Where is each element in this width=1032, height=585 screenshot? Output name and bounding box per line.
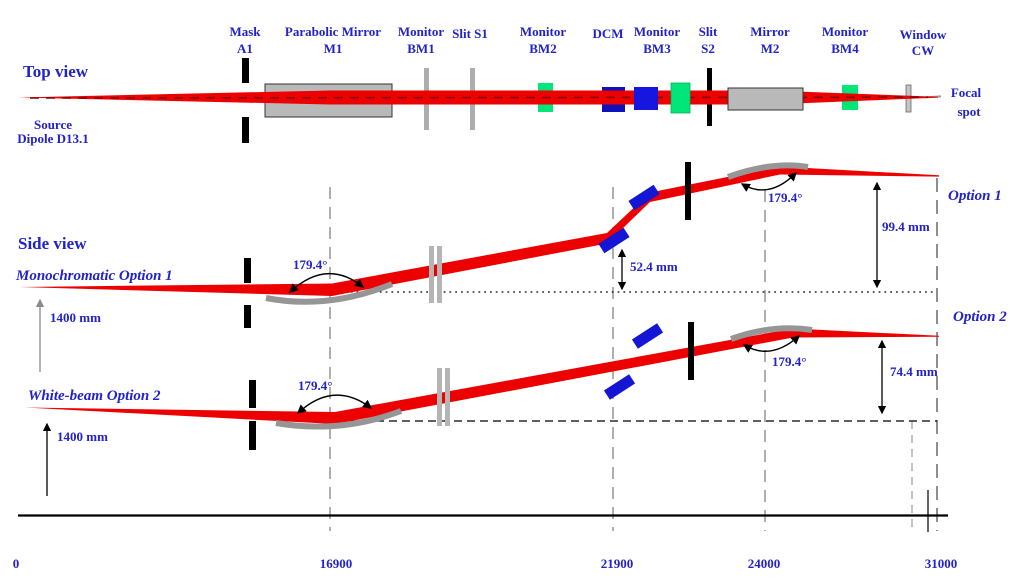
slit-s1-side2-b — [445, 368, 450, 426]
dcm-block2-top — [634, 87, 658, 110]
top-view: Top view Source Dipole D13.1 Focal spot … — [17, 24, 981, 146]
mirror-m2-side2 — [729, 325, 813, 342]
axis-label-0: 0 — [13, 556, 20, 571]
label-mask-a1: Mask — [229, 24, 261, 39]
slit-s1-side2-a — [437, 368, 442, 426]
label-monitor-bm4: Monitor — [822, 24, 868, 39]
dcm-crystal2-side1 — [628, 184, 660, 211]
distance-axis: 0 16900 21900 24000 31000 — [13, 490, 958, 571]
slit-s1-side1-b — [437, 246, 442, 303]
label-mirror-m2: Mirror — [750, 24, 790, 39]
label-monitor-bm4-2: BM4 — [831, 41, 859, 56]
label-monitor-bm3-2: BM3 — [643, 41, 671, 56]
mask-a1-side2-upper — [249, 380, 256, 408]
option1-m1-angle-label: 179.4° — [293, 257, 327, 272]
axis-label-24000: 24000 — [748, 556, 781, 571]
dcm-crystal2-side2 — [631, 323, 664, 349]
option2-mode-label: White-beam Option 2 — [28, 388, 161, 404]
option1-mode-label: Monochromatic Option 1 — [15, 268, 173, 284]
label-slit-s2-2: S2 — [701, 41, 715, 56]
slit-s2-side1 — [685, 162, 691, 220]
option1-exit-height-label: 99.4 mm — [882, 219, 930, 234]
label-slit-s2: Slit — [699, 24, 718, 39]
slit-s2-side2 — [688, 322, 694, 380]
mirror-m1-side1 — [265, 281, 394, 305]
slit-s1-side1-a — [429, 246, 434, 303]
label-dcm: DCM — [592, 26, 623, 41]
monitor-bm3-top — [670, 82, 691, 114]
option1-m1-angle-arc — [288, 273, 365, 293]
label-window-cw: Window — [900, 27, 947, 42]
option2-m2-angle-arc — [742, 335, 801, 353]
label-monitor-bm3: Monitor — [634, 24, 680, 39]
option1-dcm-offset-label: 52.4 mm — [630, 259, 678, 274]
mask-a1-side1-upper — [244, 258, 251, 283]
position-reference-lines — [329, 178, 938, 531]
label-window-cw-2: CW — [912, 43, 934, 58]
focal-spot-label-1: Focal — [951, 85, 982, 100]
mirror-m2-side1 — [726, 162, 809, 180]
label-monitor-bm1: Monitor — [398, 24, 444, 39]
option1-m2-angle-arc — [740, 172, 797, 192]
component-labels: Mask A1 Parabolic Mirror M1 Monitor BM1 … — [229, 24, 947, 58]
mirror-m2-top — [727, 87, 804, 111]
label-monitor-bm2-2: BM2 — [529, 41, 556, 56]
label-mask-a1-2: A1 — [237, 41, 253, 56]
option1-end-label: Option 1 — [948, 188, 1002, 204]
axis-label-16900: 16900 — [320, 556, 353, 571]
label-mirror-m2-2: M2 — [761, 41, 780, 56]
dcm-crystal1-side2 — [603, 374, 636, 400]
mask-a1-top-upper — [242, 58, 249, 83]
label-mirror-m1-2: M1 — [324, 41, 343, 56]
mirror-m1-side2 — [275, 408, 403, 430]
option2-beam — [25, 328, 939, 424]
label-mirror-m1: Parabolic Mirror — [285, 24, 381, 39]
mask-a1-side2-lower — [249, 421, 256, 450]
focal-spot-label-2: spot — [957, 104, 981, 119]
option1-m2-angle-label: 179.4° — [768, 190, 802, 205]
dcm-crystal1-side1 — [598, 227, 630, 254]
side-view-option1: Side view Monochromatic Option 1 179.4° … — [15, 162, 1002, 372]
side-view-option2: White-beam Option 2 179.4° 179.4° 74.4 m… — [25, 309, 1007, 496]
option2-m1-angle-label: 179.4° — [298, 378, 332, 393]
option2-m2-angle-label: 179.4° — [772, 354, 806, 369]
option1-source-height-label: 1400 mm — [50, 310, 101, 325]
axis-label-21900: 21900 — [601, 556, 634, 571]
option2-exit-height-label: 74.4 mm — [890, 364, 938, 379]
axis-label-31000: 31000 — [925, 556, 958, 571]
mask-a1-top-lower — [242, 117, 249, 143]
option2-end-label: Option 2 — [953, 309, 1007, 325]
side-view-title: Side view — [18, 234, 87, 253]
label-slit-s1: Slit S1 — [452, 26, 488, 41]
label-monitor-bm2: Monitor — [520, 24, 566, 39]
top-view-title: Top view — [23, 62, 89, 81]
source-label-2: Dipole D13.1 — [17, 131, 89, 146]
source-label-1: Source — [34, 117, 72, 132]
mask-a1-side1-lower — [244, 305, 251, 328]
option2-source-height-label: 1400 mm — [57, 429, 108, 444]
label-monitor-bm1-2: BM1 — [407, 41, 434, 56]
top-view-beam-axis — [29, 96, 929, 99]
option2-m1-angle-arc — [296, 394, 373, 414]
